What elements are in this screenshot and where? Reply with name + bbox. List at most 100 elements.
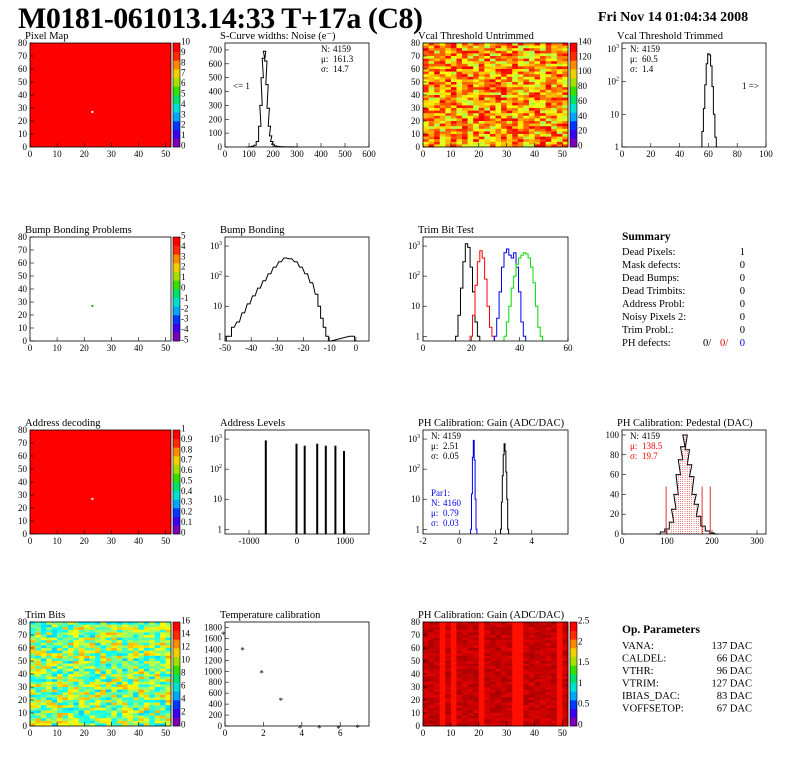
heatmap-cell bbox=[545, 671, 552, 675]
heatmap-cell bbox=[545, 650, 552, 654]
heatmap-cell bbox=[89, 627, 96, 631]
heatmap-cell bbox=[122, 650, 128, 654]
heatmap-cell bbox=[40, 622, 47, 625]
heatmap-cell bbox=[462, 134, 468, 137]
heatmap-cell bbox=[489, 718, 496, 722]
heatmap-cell bbox=[517, 45, 524, 49]
heatmap-cell bbox=[517, 687, 524, 690]
y-tick-label: 103 bbox=[210, 434, 222, 444]
heatmap-cell bbox=[30, 627, 36, 631]
y-tick-exponent: 2 bbox=[616, 77, 619, 83]
heatmap-cell bbox=[501, 74, 507, 78]
heatmap-cell bbox=[30, 715, 36, 719]
heatmap-cell bbox=[506, 84, 513, 88]
heatmap-cell bbox=[517, 648, 524, 651]
heatmap-cell bbox=[95, 624, 101, 628]
heatmap-cell bbox=[523, 43, 530, 46]
heatmap-cell bbox=[154, 676, 161, 680]
heatmap-cell bbox=[456, 141, 463, 145]
heatmap-cell bbox=[111, 645, 118, 649]
heatmap-cell bbox=[456, 58, 463, 62]
heatmap-cell bbox=[165, 650, 172, 654]
heatmap-cell bbox=[428, 622, 435, 625]
op-parameter-value: 137 DAC bbox=[711, 641, 752, 652]
heatmap-cell bbox=[523, 622, 530, 625]
heatmap-cell bbox=[95, 645, 101, 649]
heatmap-cell bbox=[434, 648, 441, 651]
heatmap-cell bbox=[545, 697, 552, 701]
heatmap-cell bbox=[495, 118, 502, 122]
heatmap-cell bbox=[501, 71, 507, 75]
heatmap-cell bbox=[439, 118, 446, 122]
colorbar-segment bbox=[570, 648, 577, 657]
y-tick-label: 70 bbox=[411, 630, 421, 640]
heatmap-cell bbox=[473, 694, 480, 698]
heatmap-cell bbox=[556, 66, 563, 70]
heatmap-cell bbox=[445, 681, 452, 685]
heatmap-cell bbox=[423, 100, 429, 104]
heatmap-cell bbox=[62, 645, 69, 649]
heatmap-cell bbox=[450, 61, 457, 65]
colorbar-tick-label: -4 bbox=[181, 324, 189, 334]
heatmap-cell bbox=[473, 50, 480, 54]
heatmap-cell bbox=[138, 624, 145, 628]
heatmap-cell bbox=[30, 720, 36, 724]
colorbar-segment bbox=[570, 630, 577, 640]
heatmap-cell bbox=[495, 144, 502, 148]
heatmap-cell bbox=[423, 43, 429, 46]
heatmap-cell bbox=[445, 126, 452, 130]
heatmap-cell bbox=[484, 697, 491, 701]
heatmap-cell bbox=[149, 653, 156, 657]
heatmap-cell bbox=[506, 134, 513, 137]
heatmap-cell bbox=[111, 710, 118, 714]
heatmap-cell bbox=[545, 141, 552, 145]
heatmap-cell bbox=[556, 622, 563, 625]
x-tick-label: 30 bbox=[502, 149, 512, 159]
heatmap-cell bbox=[116, 713, 123, 716]
heatmap-cell bbox=[165, 687, 172, 690]
heatmap-cell bbox=[462, 121, 468, 124]
heatmap-cell bbox=[506, 102, 513, 106]
heatmap-cell bbox=[428, 118, 435, 122]
heatmap-cell bbox=[154, 700, 161, 703]
heatmap-cell bbox=[528, 658, 535, 662]
heatmap-cell bbox=[149, 650, 156, 654]
heatmap-cell bbox=[456, 87, 463, 91]
heatmap-cell bbox=[489, 705, 496, 709]
heatmap-cell bbox=[154, 627, 161, 631]
heatmap-cell bbox=[506, 131, 513, 135]
heatmap-cell bbox=[84, 666, 90, 670]
heatmap-cell bbox=[428, 700, 435, 703]
heatmap-cell bbox=[517, 102, 524, 106]
heatmap-cell bbox=[450, 697, 457, 701]
heatmap-cell bbox=[116, 627, 123, 631]
heatmap-cell bbox=[556, 624, 563, 628]
summary-row-label: Address Probl: bbox=[622, 299, 685, 310]
heatmap-cell bbox=[423, 684, 429, 688]
heatmap-cell bbox=[434, 655, 441, 659]
heatmap-cell bbox=[495, 661, 502, 664]
heatmap-cell bbox=[439, 134, 446, 137]
heatmap-cell bbox=[143, 697, 150, 701]
heatmap-cell bbox=[428, 45, 435, 49]
colorbar-segment bbox=[173, 430, 180, 439]
heatmap-cell bbox=[445, 89, 452, 93]
heatmap-cell bbox=[133, 635, 139, 638]
heatmap-cell bbox=[73, 713, 80, 716]
x-tick-label: 60 bbox=[704, 149, 714, 159]
heatmap-cell bbox=[462, 640, 468, 644]
x-tick-label: 20 bbox=[80, 728, 90, 738]
heatmap-cell bbox=[450, 97, 457, 101]
heatmap-cell bbox=[40, 653, 47, 657]
heatmap-cell bbox=[35, 674, 42, 677]
heatmap-cell bbox=[528, 113, 535, 117]
heatmap-cell bbox=[489, 108, 496, 111]
heatmap-cell bbox=[423, 76, 429, 80]
heatmap-cell bbox=[428, 71, 435, 75]
heatmap-cell bbox=[428, 105, 435, 109]
heatmap-cell bbox=[40, 687, 47, 690]
heatmap-cell bbox=[523, 687, 530, 690]
heatmap-cell bbox=[551, 71, 558, 75]
heatmap-cell bbox=[523, 123, 530, 127]
heatmap-cell bbox=[116, 705, 123, 709]
